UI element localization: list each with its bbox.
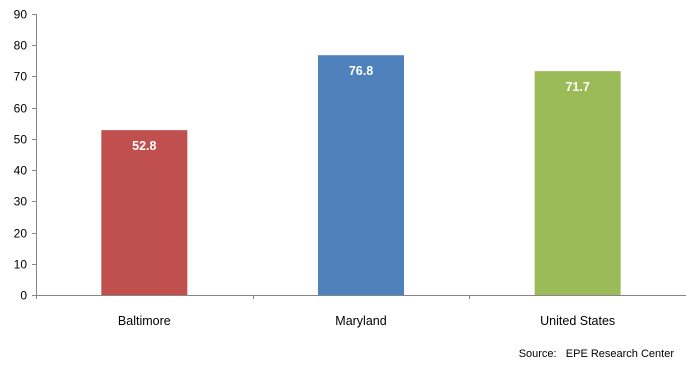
source-text: EPE Research Center [565, 348, 674, 360]
y-tick-label: 80 [14, 39, 28, 53]
y-tick-label: 30 [14, 195, 28, 209]
category-label-group: Baltimore Maryland United States [118, 314, 615, 328]
y-tick-label: 50 [14, 133, 28, 147]
y-axis-ticks: 0 10 20 30 40 50 60 70 80 90 [14, 8, 36, 303]
data-label: 52.8 [132, 139, 156, 153]
bar-group [101, 55, 621, 296]
bar-baltimore [101, 130, 188, 295]
data-label: 71.7 [565, 80, 589, 94]
data-label: 76.8 [349, 64, 373, 78]
category-label: United States [540, 314, 615, 328]
source-label: Source: [518, 348, 557, 360]
source-note: Source: EPE Research Center [519, 348, 674, 360]
bar-maryland [318, 55, 404, 295]
y-tick-label: 10 [14, 258, 28, 272]
y-tick-label: 40 [14, 164, 28, 178]
y-tick-label: 0 [20, 289, 27, 303]
bar-united-states [534, 71, 621, 296]
category-label: Baltimore [118, 314, 171, 328]
category-label: Maryland [335, 314, 386, 328]
data-label-group: 52.8 76.8 71.7 [132, 64, 590, 153]
y-tick-label: 90 [14, 8, 28, 22]
y-tick-label: 60 [14, 102, 28, 116]
y-tick-label: 20 [14, 227, 28, 241]
x-axis-ticks [36, 295, 470, 299]
y-tick-label: 70 [14, 70, 28, 84]
